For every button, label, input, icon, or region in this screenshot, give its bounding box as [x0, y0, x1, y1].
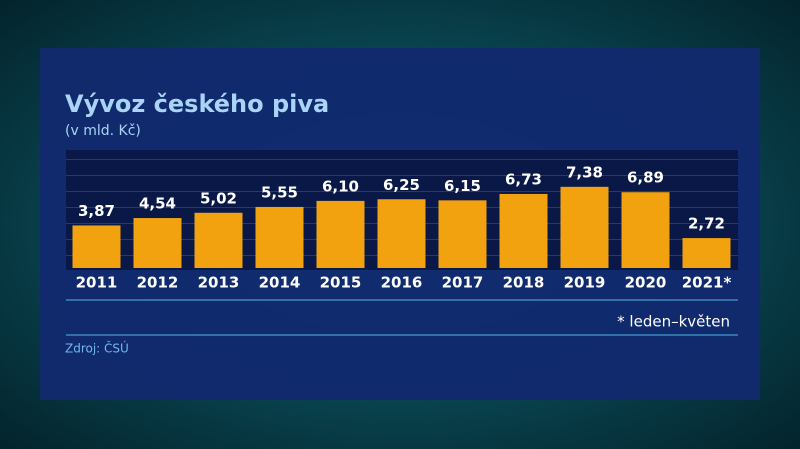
x-tick-label: 2017: [442, 274, 484, 292]
bar: [316, 200, 365, 268]
bar: [133, 218, 182, 268]
value-label: 6,89: [627, 169, 664, 187]
value-label: 6,25: [383, 176, 420, 194]
value-label: 4,54: [139, 195, 176, 213]
x-tick-label: 2019: [564, 274, 606, 292]
bar: [560, 186, 609, 268]
x-tick-label: 2015: [320, 274, 362, 292]
bar: [621, 192, 670, 268]
bar: [255, 206, 304, 268]
value-label: 5,02: [200, 189, 237, 207]
bar: [438, 200, 487, 268]
note: * leden–květen: [617, 313, 730, 331]
x-tick-label: 2021*: [682, 274, 732, 292]
bar: [499, 193, 548, 268]
bar: [682, 238, 731, 268]
bar: [377, 199, 426, 268]
x-tick-label: 2014: [259, 274, 301, 292]
source: Zdroj: ČSÚ: [65, 341, 129, 356]
bar: [194, 212, 243, 268]
chart-title: Vývoz českého piva: [65, 90, 329, 118]
value-label: 6,73: [505, 170, 542, 188]
value-label: 7,38: [566, 163, 603, 181]
x-tick-label: 2011: [76, 274, 118, 292]
value-label: 3,87: [78, 202, 115, 220]
x-tick-label: 2013: [198, 274, 240, 292]
x-tick-label: 2012: [137, 274, 179, 292]
bar: [72, 225, 121, 268]
chart-subtitle: (v mld. Kč): [65, 123, 141, 139]
value-label: 6,10: [322, 177, 359, 195]
x-tick-label: 2020: [625, 274, 667, 292]
value-label: 6,15: [444, 177, 481, 195]
x-tick-label: 2018: [503, 274, 545, 292]
value-label: 5,55: [261, 183, 298, 201]
x-tick-label: 2016: [381, 274, 423, 292]
value-label: 2,72: [688, 215, 725, 233]
